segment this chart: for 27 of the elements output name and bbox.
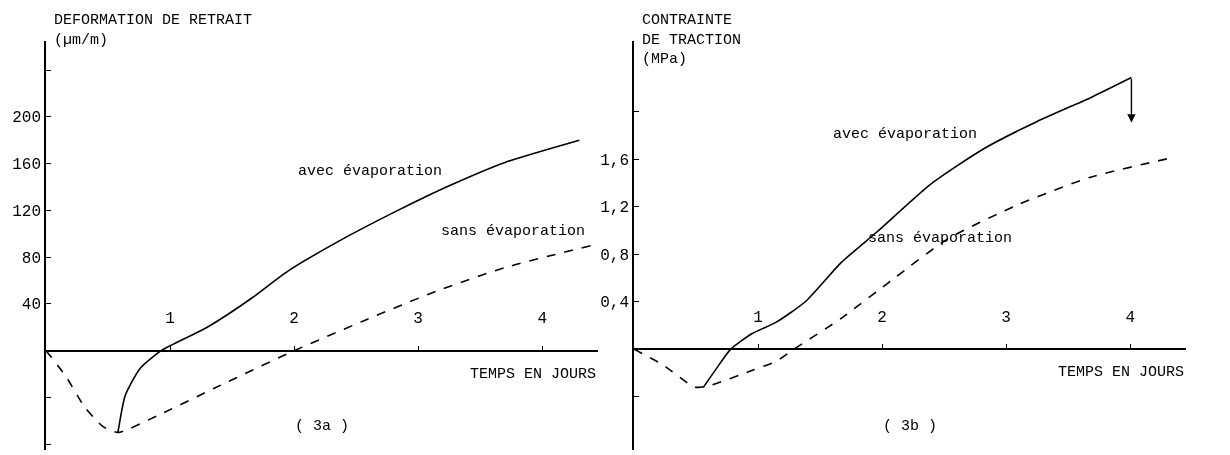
- y-tick-label: 0,4: [600, 294, 630, 313]
- series-label: avec évaporation: [833, 126, 978, 143]
- x-tick-label: 1: [753, 309, 763, 328]
- y-tick-label: 0,8: [600, 246, 630, 265]
- text: ( 3b ): [883, 418, 938, 435]
- series-label: sans évaporation: [441, 223, 586, 240]
- y-tick-label: 120: [12, 202, 42, 221]
- x-tick-label: 3: [413, 310, 423, 329]
- series-label: avec évaporation: [298, 163, 443, 180]
- x-tick-label: 3: [1001, 309, 1011, 328]
- y-tick-label: 1,6: [600, 152, 630, 171]
- x-tick-label: 4: [537, 310, 547, 329]
- x-tick-label: 2: [289, 310, 299, 329]
- x-axis-title: TEMPS EN JOURS: [470, 366, 597, 383]
- x-tick-label: 2: [877, 309, 887, 328]
- y-tick-label: 80: [21, 249, 42, 268]
- x-axis-title: TEMPS EN JOURS: [1058, 364, 1185, 381]
- text: ( 3a ): [295, 418, 350, 435]
- y-axis-title: CONTRAINTE DE TRACTION (MPa): [642, 12, 742, 68]
- y-tick-label: 200: [12, 109, 42, 128]
- y-axis-title: DEFORMATION DE RETRAIT (µm/m): [54, 12, 253, 49]
- x-tick-label: 4: [1125, 309, 1135, 328]
- series-label: sans évaporation: [868, 230, 1013, 247]
- y-tick-label: 1,2: [600, 199, 630, 218]
- y-tick-label: 160: [12, 156, 42, 175]
- y-tick-label: 40: [21, 296, 42, 315]
- x-tick-label: 1: [165, 310, 175, 329]
